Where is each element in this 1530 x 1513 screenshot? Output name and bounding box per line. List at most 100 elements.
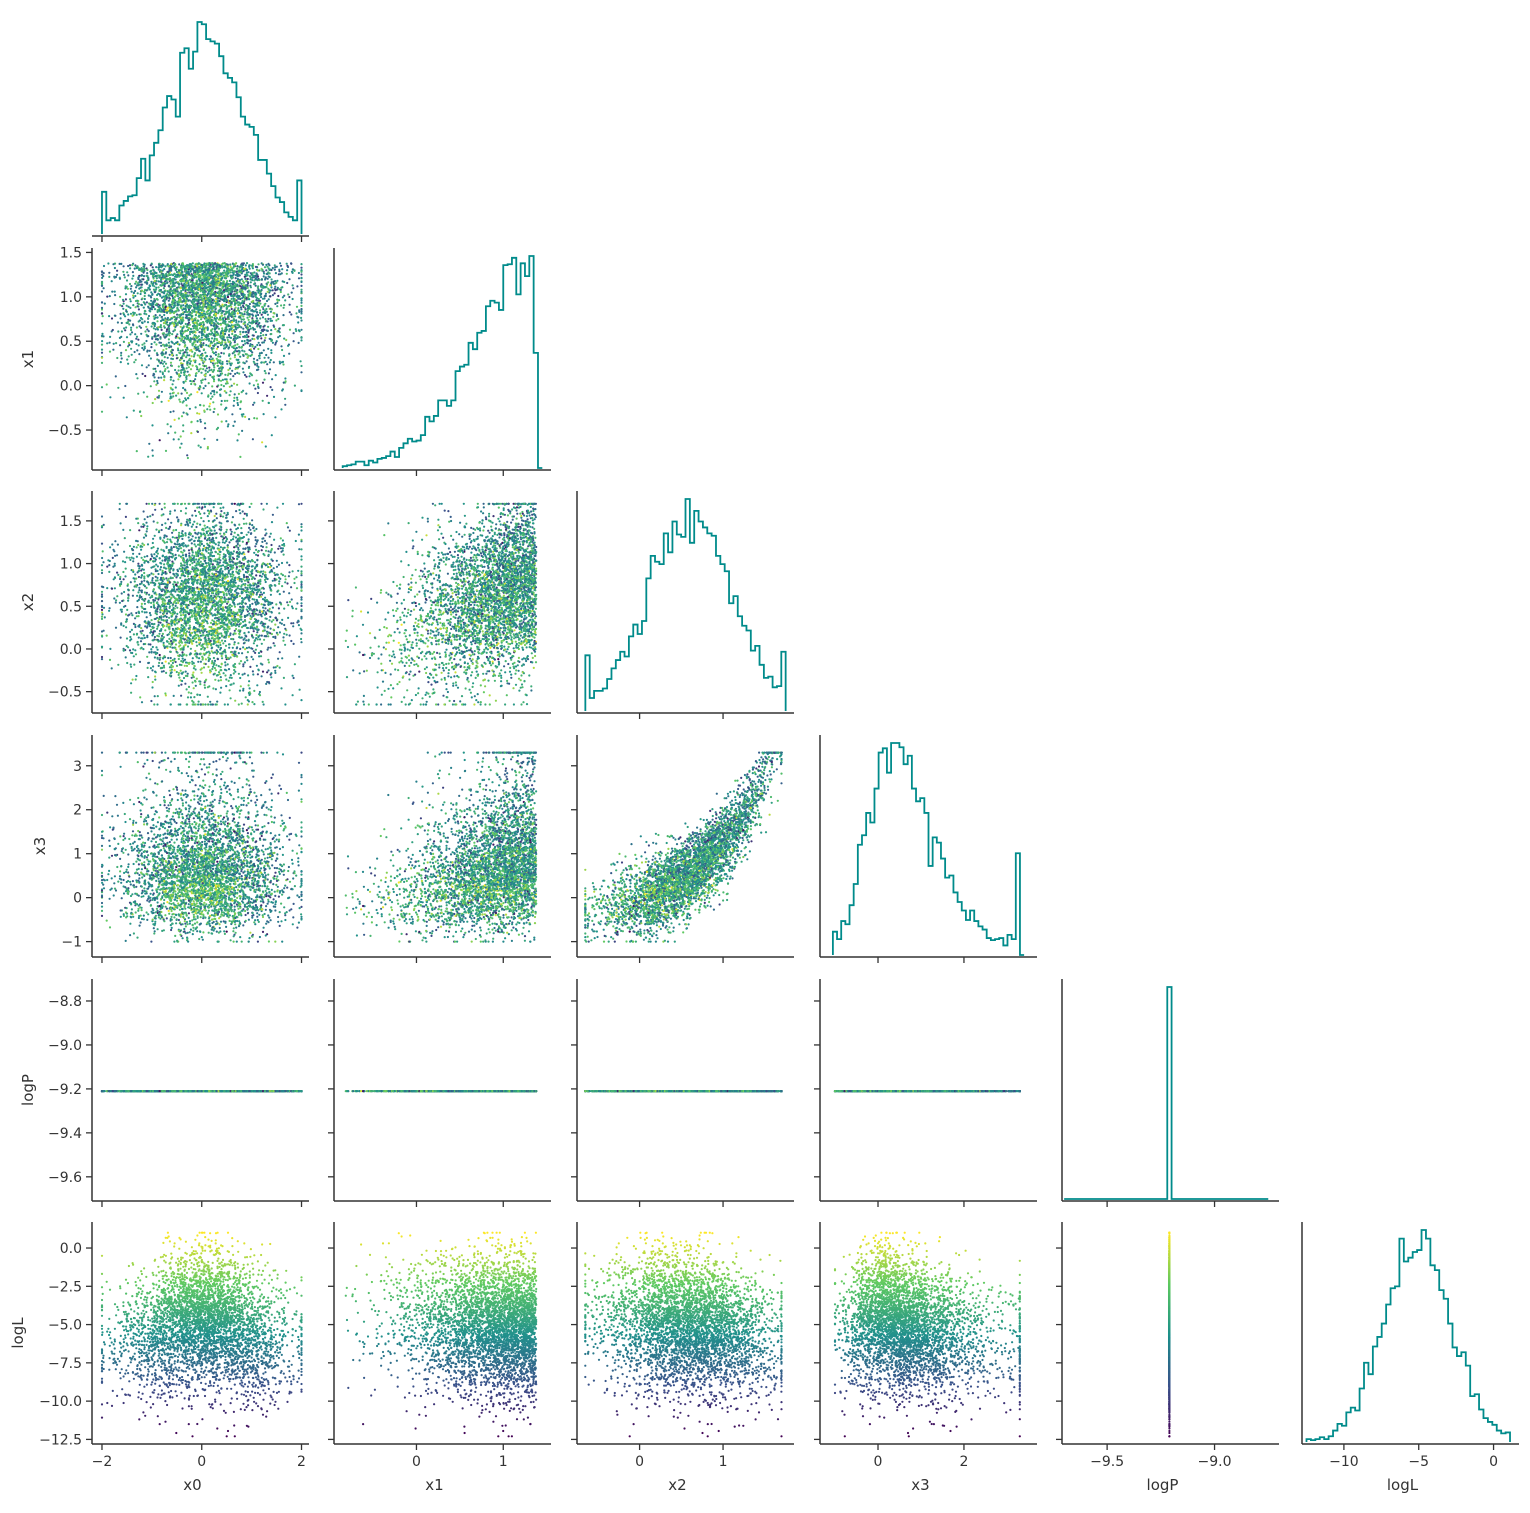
scatter-point xyxy=(242,413,244,415)
scatter-point xyxy=(101,274,103,276)
scatter-point xyxy=(260,337,262,339)
scatter-point xyxy=(279,262,281,264)
scatter-point xyxy=(220,324,222,326)
scatter-point xyxy=(237,278,239,280)
scatter-point xyxy=(134,333,136,335)
scatter-point xyxy=(195,406,197,408)
scatter-point xyxy=(267,357,269,359)
scatter-point xyxy=(210,356,212,358)
scatter-point xyxy=(266,266,268,268)
scatter-point xyxy=(116,357,118,359)
scatter-point xyxy=(201,297,203,299)
scatter-point xyxy=(217,365,219,367)
scatter-point xyxy=(300,360,302,362)
scatter-point xyxy=(127,319,129,321)
scatter-point xyxy=(220,384,222,386)
scatter-point xyxy=(250,355,252,357)
scatter-point xyxy=(300,312,302,314)
scatter-point xyxy=(150,273,152,275)
scatter-point xyxy=(154,280,156,282)
scatter-point xyxy=(260,332,262,334)
scatter-point xyxy=(231,316,233,318)
scatter-point xyxy=(120,336,122,338)
scatter-point xyxy=(114,277,116,279)
scatter-point xyxy=(211,360,213,362)
scatter-point xyxy=(192,365,194,367)
scatter-point xyxy=(148,315,150,317)
scatter-point xyxy=(183,360,185,362)
scatter-point xyxy=(168,400,170,402)
scatter-point xyxy=(200,318,202,320)
scatter-point xyxy=(201,331,203,333)
scatter-point xyxy=(298,342,300,344)
scatter-point xyxy=(164,368,166,370)
scatter-point xyxy=(173,392,175,394)
scatter-point xyxy=(300,273,302,275)
scatter-point xyxy=(186,392,188,394)
scatter-point xyxy=(126,336,128,338)
scatter-point xyxy=(117,330,119,332)
scatter-point xyxy=(298,277,300,279)
scatter-point xyxy=(221,327,223,329)
scatter-point xyxy=(221,372,223,374)
scatter-point xyxy=(125,293,127,295)
scatter-point xyxy=(140,333,142,335)
scatter-point xyxy=(270,329,272,331)
scatter-point xyxy=(153,380,155,382)
scatter-point xyxy=(241,430,243,432)
scatter-point xyxy=(138,276,140,278)
scatter-point xyxy=(182,381,184,383)
scatter-point xyxy=(239,316,241,318)
scatter-point xyxy=(163,325,165,327)
scatter-point xyxy=(111,317,113,319)
scatter-point xyxy=(167,307,169,309)
scatter-point xyxy=(165,348,167,350)
scatter-point xyxy=(171,333,173,335)
scatter-point xyxy=(274,328,276,330)
scatter-point xyxy=(208,367,210,369)
scatter-point xyxy=(292,287,294,289)
scatter-point xyxy=(183,336,185,338)
y-tick-label-x1: −0.5 xyxy=(48,423,82,439)
scatter-point xyxy=(158,390,160,392)
scatter-point xyxy=(300,269,302,271)
scatter-point xyxy=(168,342,170,344)
scatter-point xyxy=(275,374,277,376)
scatter-point xyxy=(263,349,265,351)
scatter-point xyxy=(135,359,137,361)
scatter-point xyxy=(239,333,241,335)
scatter-point xyxy=(160,377,162,379)
scatter-point xyxy=(237,359,239,361)
scatter-point xyxy=(162,373,164,375)
scatter-point xyxy=(212,401,214,403)
scatter-point xyxy=(130,285,132,287)
scatter-point xyxy=(160,324,162,326)
scatter-point xyxy=(292,298,294,300)
scatter-point xyxy=(164,290,166,292)
scatter-point xyxy=(209,312,211,314)
scatter-point xyxy=(187,335,189,337)
scatter-point xyxy=(295,312,297,314)
scatter-point xyxy=(109,351,111,353)
scatter-point xyxy=(104,303,106,305)
scatter-point xyxy=(288,353,290,355)
scatter-point xyxy=(249,316,251,318)
scatter-point xyxy=(237,312,239,314)
scatter-point xyxy=(103,287,105,289)
scatter-point xyxy=(160,308,162,310)
scatter-point xyxy=(101,285,103,287)
scatter-point xyxy=(272,342,274,344)
scatter-point xyxy=(188,291,190,293)
scatter-point xyxy=(214,331,216,333)
scatter-point xyxy=(136,314,138,316)
scatter-point xyxy=(264,337,266,339)
scatter-point xyxy=(203,283,205,285)
scatter-point xyxy=(109,295,111,297)
scatter-point xyxy=(129,264,131,266)
scatter-point xyxy=(232,425,234,427)
scatter-point xyxy=(230,390,232,392)
scatter-point xyxy=(154,333,156,335)
scatter-point xyxy=(216,295,218,297)
scatter-point xyxy=(205,344,207,346)
